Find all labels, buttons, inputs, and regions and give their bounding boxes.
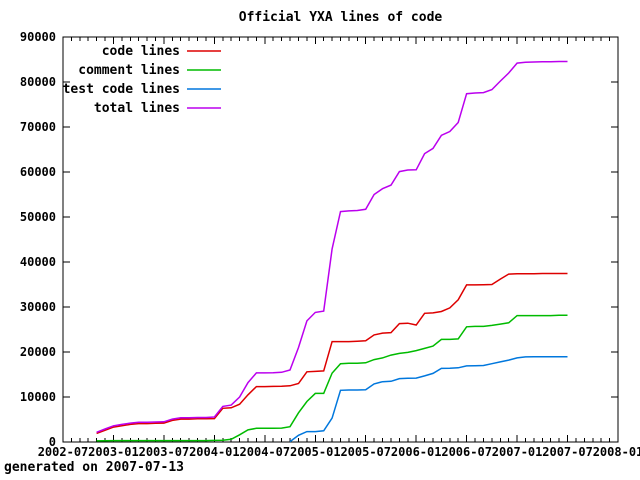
x-axis-tick-label: 2003-01: [88, 445, 139, 459]
x-axis-tick-label: 2004-01: [189, 445, 240, 459]
generated-date-note: generated on 2007-07-13: [4, 460, 185, 475]
x-axis-tick-label: 2005-07: [340, 445, 391, 459]
legend-label: comment lines: [78, 63, 180, 78]
plot-border: [62, 36, 619, 443]
y-axis-tick-label: 50000: [20, 210, 56, 224]
x-axis-tick-label: 2004-07: [240, 445, 291, 459]
x-axis-tick-label: 2007-07: [542, 445, 593, 459]
series-line-test-code-lines: [289, 355, 568, 443]
x-axis-tick-label: 2006-07: [441, 445, 492, 459]
y-axis-tick-label: 20000: [20, 345, 56, 359]
x-axis-tick-label: 2008-01: [593, 445, 640, 459]
y-axis-tick-label: 30000: [20, 300, 56, 314]
x-axis-tick-label: 2006-01: [391, 445, 442, 459]
legend-label: test code lines: [63, 82, 180, 97]
legend-label: code lines: [102, 44, 180, 59]
y-axis-tick-label: 80000: [20, 75, 56, 89]
series-line-comment-lines: [96, 314, 568, 442]
y-axis-tick-label: 90000: [20, 30, 56, 44]
y-axis-tick-label: 10000: [20, 390, 56, 404]
series-line-code-lines: [96, 272, 568, 435]
y-axis-tick-label: 70000: [20, 120, 56, 134]
legend-label: total lines: [94, 101, 180, 116]
y-axis-tick-label: 40000: [20, 255, 56, 269]
x-axis-tick-label: 2003-07: [139, 445, 190, 459]
y-axis-tick-label: 60000: [20, 165, 56, 179]
y-axis-tick-label: 0: [49, 435, 56, 449]
x-axis-tick-label: 2002-07: [38, 445, 89, 459]
x-axis-tick-label: 2005-01: [290, 445, 341, 459]
x-axis-tick-label: 2007-01: [492, 445, 543, 459]
chart-title: Official YXA lines of code: [238, 10, 443, 25]
series-line-total-lines: [96, 60, 568, 433]
